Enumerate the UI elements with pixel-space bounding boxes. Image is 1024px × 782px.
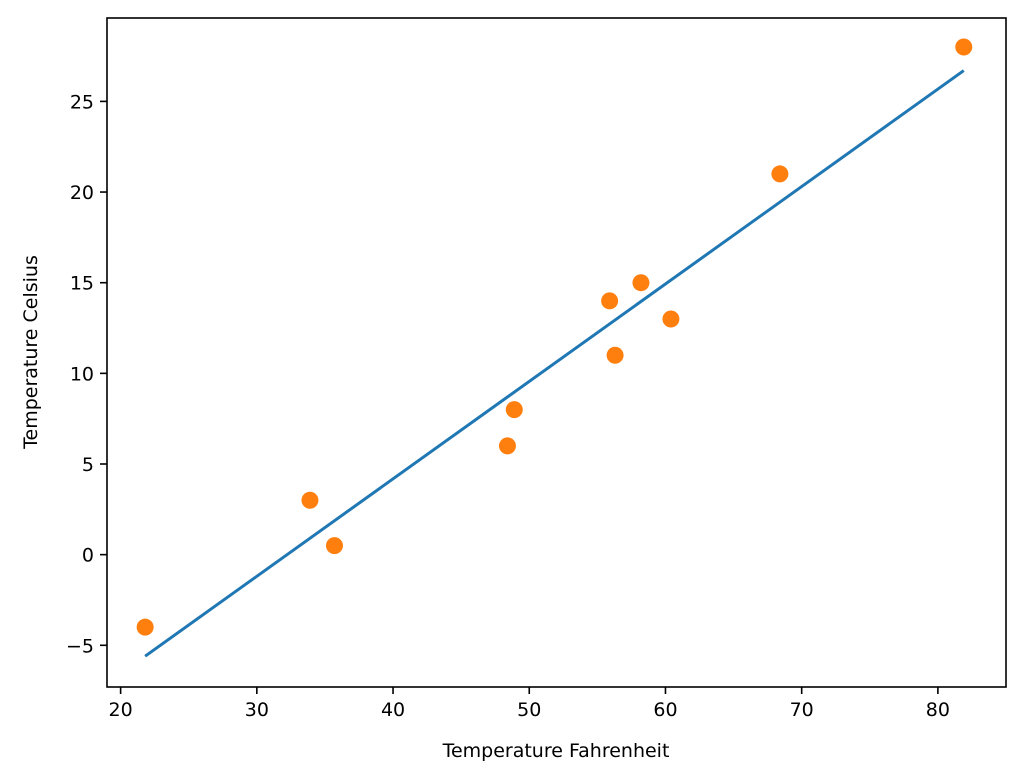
x-tick-label: 30 xyxy=(245,699,269,721)
y-tick-label: 10 xyxy=(70,363,94,385)
data-point xyxy=(301,491,319,509)
x-tick-label: 20 xyxy=(109,699,133,721)
y-tick-label: 25 xyxy=(70,91,94,113)
data-point xyxy=(325,537,343,555)
data-point xyxy=(632,274,650,292)
fit-line xyxy=(144,69,965,658)
data-point xyxy=(601,292,619,310)
x-tick-label: 40 xyxy=(381,699,405,721)
axes-frame xyxy=(106,17,1007,688)
x-axis-label: Temperature Fahrenheit xyxy=(442,740,670,762)
y-axis-label: Temperature Celsius xyxy=(20,255,42,450)
data-point xyxy=(662,310,680,328)
axes: 20 30 40 50 60 70 80 −5 0 5 10 15 20 25 xyxy=(66,17,1007,721)
y-tick-label: 0 xyxy=(82,545,94,567)
y-tick-label: −5 xyxy=(66,635,94,657)
data-point xyxy=(771,165,789,183)
x-tick-label: 60 xyxy=(653,699,677,721)
data-point xyxy=(505,401,523,419)
data-point xyxy=(498,437,516,455)
y-tick-label: 5 xyxy=(82,454,94,476)
x-tick-label: 80 xyxy=(926,699,950,721)
plot-marks xyxy=(136,38,973,658)
y-tick-label: 15 xyxy=(70,273,94,295)
x-tick-label: 50 xyxy=(517,699,541,721)
data-point xyxy=(606,346,624,364)
data-point xyxy=(136,618,154,636)
y-tick-label: 20 xyxy=(70,182,94,204)
data-point xyxy=(955,38,973,56)
x-tick-label: 70 xyxy=(790,699,814,721)
